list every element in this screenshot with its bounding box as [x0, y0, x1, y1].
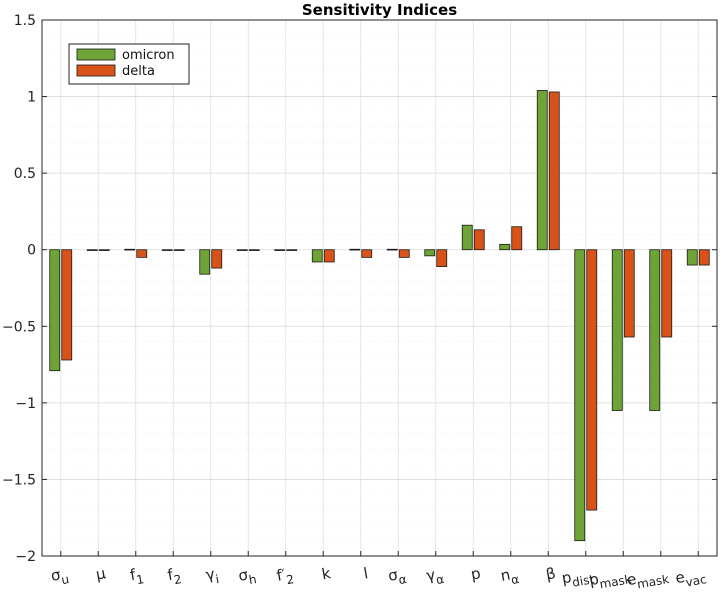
x-tick-label: emask	[625, 564, 670, 593]
bar-omicron	[536, 90, 548, 251]
major-grid	[42, 19, 717, 557]
bar-omicron	[161, 249, 173, 251]
x-tick-label: pdist	[560, 564, 595, 591]
x-tick-label: σh	[237, 564, 258, 589]
bar-omicron	[686, 249, 698, 266]
x-tick-label: f′2	[275, 564, 295, 589]
bar-delta	[173, 249, 185, 251]
x-tick-label: k	[320, 564, 332, 583]
x-tick-label: p	[469, 564, 482, 583]
bar-omicron	[274, 249, 286, 251]
bar-omicron	[499, 243, 511, 251]
bar-delta	[661, 249, 673, 338]
y-tick-label: −2	[15, 549, 36, 565]
legend-swatch-omicron	[76, 48, 116, 61]
x-tick-label: f1	[129, 564, 146, 588]
bar-omicron	[124, 248, 136, 251]
y-tick-label: −1	[15, 396, 36, 412]
y-tick-label: −1.5	[2, 472, 36, 488]
y-tick-label: 0.5	[14, 166, 36, 182]
bar-omicron	[611, 249, 623, 411]
bar-delta	[511, 226, 523, 251]
bar-omicron	[199, 249, 211, 275]
x-tick-label: σu	[49, 564, 70, 589]
legend-label-omicron: omicron	[122, 48, 175, 63]
x-tick-label: f2	[166, 564, 183, 588]
bar-delta	[98, 249, 110, 251]
x-tick-label: evac	[674, 564, 708, 591]
bar-omicron	[574, 249, 586, 542]
x-tick-label: μ	[94, 564, 107, 583]
y-tick-label: 0	[27, 243, 36, 259]
bar-delta	[61, 249, 73, 361]
bar-omicron	[424, 249, 436, 257]
bar-delta	[211, 249, 223, 269]
legend-swatch-delta	[76, 64, 116, 77]
x-tick-label: l	[362, 564, 369, 582]
x-tick-label: β	[544, 564, 557, 583]
bar-delta	[248, 249, 260, 251]
bar-omicron	[86, 249, 98, 251]
bar-omicron	[461, 224, 473, 251]
x-tick-label: γα	[425, 564, 445, 589]
y-axis: 1.5 1 0.5 0 −0.5 −1 −1.5 −2	[2, 13, 717, 565]
bar-delta	[323, 249, 335, 263]
chart-title: Sensitivity Indices	[302, 1, 457, 19]
x-tick-label: pmask	[588, 564, 633, 593]
x-tick-label: γi	[204, 564, 220, 588]
y-tick-label: 1.5	[14, 13, 36, 29]
bar-delta	[698, 249, 710, 266]
bar-delta	[623, 249, 635, 338]
y-tick-label: −0.5	[2, 319, 36, 335]
y-tick-label: 1	[27, 90, 36, 106]
legend-label-delta: delta	[122, 64, 155, 79]
bar-delta	[136, 249, 148, 258]
x-tick-label: nα	[499, 564, 520, 589]
bar-delta	[361, 249, 373, 258]
x-tick-label: σα	[387, 564, 408, 589]
bar-omicron	[49, 249, 61, 372]
bar-delta	[398, 249, 410, 258]
bar-omicron	[386, 248, 398, 251]
bar-delta	[473, 229, 485, 251]
bar-group	[49, 90, 710, 542]
bar-delta	[286, 249, 298, 251]
plot-frame	[41, 19, 718, 557]
bar-delta	[436, 249, 448, 267]
bar-omicron	[236, 249, 248, 251]
bar-omicron	[311, 249, 323, 263]
bar-omicron	[649, 249, 661, 411]
bar-omicron	[349, 248, 361, 251]
bar-delta	[586, 249, 598, 511]
bar-delta	[548, 91, 560, 251]
plot-area	[42, 20, 717, 556]
